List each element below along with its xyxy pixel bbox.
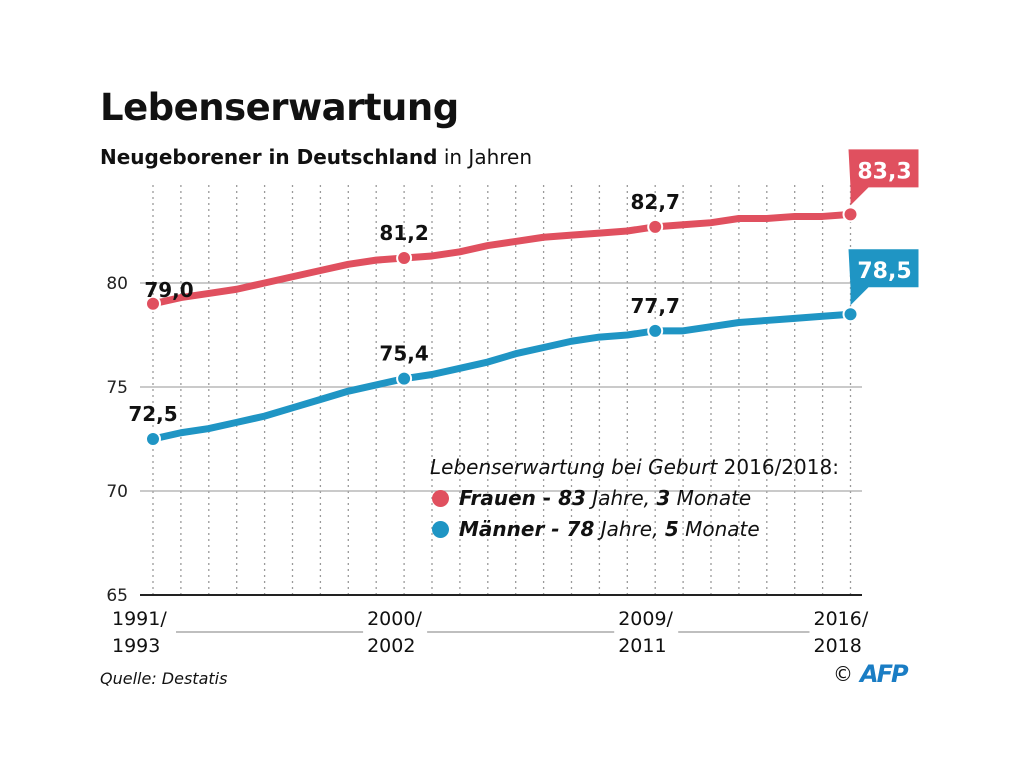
vertical-gridlines	[152, 185, 852, 595]
x-tick-label: 2018	[814, 635, 862, 657]
legend-maenner-months-unit: Monate	[678, 517, 760, 541]
x-tick-label: 2011	[618, 635, 666, 657]
x-tick-label: 2009/	[618, 608, 673, 630]
highlight-point	[396, 370, 413, 387]
x-tick-label: 1993	[112, 635, 160, 657]
horizontal-gridlines	[140, 282, 862, 596]
y-axis-ticks: 65 70 75 80	[106, 274, 128, 606]
x-tick-label: 2016/	[814, 608, 869, 630]
end-badge-label: 83,3	[857, 159, 911, 184]
value-label: 79,0	[144, 278, 193, 302]
legend-frauen-months-unit: Monate	[670, 486, 752, 510]
legend-item-frauen: Frauen - 83 Jahre, 3 Monate	[430, 483, 839, 514]
legend-heading-italic: Lebenserwartung bei Geburt	[430, 455, 718, 479]
subtitle-bold: Neugeborener in Deutschland	[100, 145, 438, 169]
legend-dot-frauen	[432, 490, 449, 507]
legend-maenner-name: Männer -	[459, 517, 567, 541]
y-tick-label: 80	[106, 274, 128, 294]
highlight-point	[842, 306, 859, 323]
data-labels: 79,0 81,2 82,7 72,5 75,4 77,7	[128, 190, 680, 426]
y-tick-label: 75	[106, 378, 128, 398]
end-badges: 83,3 78,5	[848, 149, 919, 306]
x-tick-label: 2000/	[367, 608, 422, 630]
series-lines	[145, 206, 859, 447]
chart-subtitle: Neugeborener in Deutschland in Jahren	[100, 145, 532, 169]
series-line-männer	[149, 310, 854, 443]
highlight-point	[647, 218, 664, 235]
legend-frauen-months: 3	[656, 486, 671, 510]
afp-logo: AFP	[860, 660, 909, 688]
legend-item-maenner: Männer - 78 Jahre, 5 Monate	[430, 514, 839, 545]
value-label: 82,7	[631, 190, 680, 214]
legend: Lebenserwartung bei Geburt 2016/2018: Fr…	[430, 452, 839, 545]
y-tick-label: 70	[106, 482, 128, 502]
value-label: 72,5	[128, 402, 177, 426]
subtitle-rest: in Jahren	[437, 145, 533, 169]
highlight-point	[647, 322, 664, 339]
chart-title: Lebenserwartung	[100, 86, 459, 129]
y-tick-label: 65	[106, 586, 128, 606]
value-label: 77,7	[631, 294, 680, 318]
legend-dot-maenner	[432, 521, 449, 538]
x-axis-ticks: 1991/1993 2000/2002 2009/2011 2016/2018	[112, 608, 869, 657]
legend-maenner-months: 5	[664, 517, 679, 541]
value-label: 75,4	[379, 342, 428, 366]
end-badge	[848, 149, 919, 206]
legend-frauen-name: Frauen -	[459, 486, 559, 510]
value-label: 81,2	[379, 221, 428, 245]
legend-frauen-years: 83	[558, 486, 586, 510]
x-tick-label: 2002	[367, 635, 415, 657]
copyright-icon: ©	[833, 662, 853, 686]
legend-heading-period: 2016/2018:	[717, 455, 839, 479]
highlight-point	[396, 250, 413, 267]
x-tick-label: 1991/	[112, 608, 167, 630]
highlight-point	[145, 431, 161, 447]
legend-frauen-years-unit: Jahre,	[585, 486, 657, 510]
legend-heading: Lebenserwartung bei Geburt 2016/2018:	[430, 452, 839, 483]
source-note: Quelle: Destatis	[100, 669, 228, 688]
legend-maenner-years-unit: Jahre,	[594, 517, 665, 541]
legend-maenner-years: 78	[566, 517, 595, 541]
highlight-point	[842, 206, 859, 223]
highlight-point	[145, 295, 161, 312]
series-line-frauen	[149, 210, 854, 308]
end-badge-label: 78,5	[857, 259, 911, 284]
end-badge	[848, 249, 919, 306]
